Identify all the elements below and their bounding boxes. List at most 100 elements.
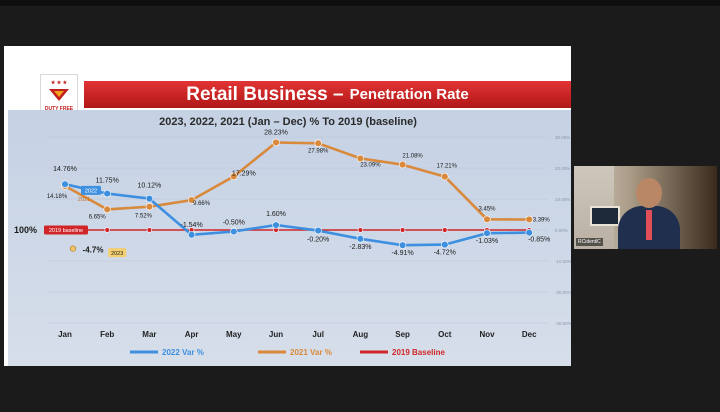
right-axis-tick-label: 10.00% [555,197,570,202]
data-point [230,227,238,236]
inline-tag-2023: 2023 [111,251,123,257]
participant-head [636,178,662,208]
data-label-2022: -0.85% [528,237,550,244]
data-label-2021: 9.66% [193,201,211,207]
data-point [61,180,69,188]
data-point [398,241,407,249]
data-point [272,221,280,229]
x-axis-tick-label: Aug [353,330,369,339]
inline-tag-2021: 2021 [78,197,90,203]
inline-tag-2022: 2022 [85,189,97,195]
participant-tie [646,210,652,240]
data-point [103,189,111,198]
picture-frame [590,206,620,226]
right-axis-tick-label: -10.00% [555,259,571,264]
penetration-rate-chart: 2023, 2022, 2021 (Jan – Dec) % To 2019 (… [14,116,571,357]
data-label-2022: -1.54% [181,222,203,229]
data-label-2021: 21.08% [402,154,423,160]
data-point [483,229,491,237]
x-axis-tick-label: Mar [142,330,156,339]
data-label-2022: 10.12% [138,183,162,190]
company-logo: ★ ★ ★ DUTY FREE [40,74,78,114]
legend-item: 2022 Var % [162,348,204,357]
data-point [103,205,111,214]
data-label-2021: 27.98% [308,148,329,154]
x-axis-tick-label: May [226,330,242,339]
data-label-2022: -0.50% [223,220,245,227]
data-point [272,138,280,147]
data-label-2023: -4.7% [83,246,104,255]
data-point [525,215,533,224]
inline-tag-2019-baseline-bg [44,225,88,235]
data-label-2021: 28.23% [264,129,288,136]
slide-title-banner: Retail Business – Penetration Rate [84,81,571,108]
data-point [145,194,154,203]
inline-tag-2023-bg [108,248,127,258]
data-point [187,231,196,239]
x-axis-tick-label: Jan [58,330,72,339]
data-point [399,227,406,233]
participant-name-label: RCidentlC [576,238,603,246]
data-point [356,235,365,243]
x-axis-tick-label: Sep [395,330,410,339]
data-label-2022: -2.83% [349,244,371,251]
data-label-2022: -1.03% [476,238,498,245]
data-point [525,228,533,237]
data-point [146,227,153,233]
data-label-2022: -0.20% [307,237,329,244]
data-label-2021: 3.45% [478,206,496,212]
data-point [314,226,322,235]
data-point-2023 [69,245,77,252]
data-point [104,227,110,233]
inline-tag-2019-baseline: 2019 baseline [49,228,83,234]
data-label-2022: 14.76% [53,166,77,173]
participant-video-tile[interactable]: RCidentlC [574,166,717,249]
data-point [441,172,449,181]
right-axis-tick-label: 20.00% [555,166,570,171]
data-point [314,139,322,147]
data-label-2021: 17.29% [232,170,256,177]
svg-text:★ ★ ★: ★ ★ ★ [51,80,68,86]
data-point [483,215,491,224]
svg-text:DUTY FREE: DUTY FREE [45,106,74,112]
chart-area: 2023, 2022, 2021 (Jan – Dec) % To 2019 (… [8,110,571,366]
series-line-2022-var-% [64,182,530,247]
shared-slide: ★ ★ ★ DUTY FREE Retail Business – Penetr… [4,46,571,366]
chart-title: 2023, 2022, 2021 (Jan – Dec) % To 2019 (… [159,116,417,128]
right-axis-tick-label: 0.00% [555,228,568,233]
data-label-2022: -4.72% [434,250,456,257]
data-label-2022: -4.91% [392,250,414,257]
x-axis-tick-label: Jul [312,330,324,339]
data-point [357,227,364,233]
baseline-100-label: 100% [14,225,37,235]
data-label-2021: 23.09% [360,162,381,168]
data-point [442,227,448,233]
data-label-2022: 1.60% [266,211,286,218]
data-label-2021: 6.65% [89,214,107,220]
x-axis-tick-label: Apr [185,330,199,339]
data-point [145,202,154,211]
data-point [441,240,449,249]
series-line-2021-var-% [64,141,530,221]
right-axis-tick-label: 30.00% [555,135,570,140]
right-axis-tick-label: -20.00% [555,290,571,295]
data-label-2021: 17.21% [437,164,458,170]
x-axis-tick-label: Dec [522,330,537,339]
data-point [398,160,407,169]
data-label-2021: 7.52% [135,214,153,220]
slide-title: Retail Business – [186,83,344,105]
x-axis-tick-label: Nov [479,330,495,339]
inline-tag-2022-bg [81,185,101,195]
right-axis-tick-label: -30.00% [555,321,571,326]
x-axis-tick-label: Jun [269,330,283,339]
data-point [356,154,365,163]
data-point [230,172,238,181]
slide-subtitle: Penetration Rate [349,86,469,103]
data-label-2022: 11.75% [96,178,119,185]
meeting-top-bar [0,0,720,6]
x-axis-tick-label: Oct [438,330,452,339]
legend-item: 2019 Baseline [392,348,445,357]
legend-item: 2021 Var % [290,348,332,357]
data-point [187,196,196,204]
data-label-2021: 14.18% [47,194,68,200]
